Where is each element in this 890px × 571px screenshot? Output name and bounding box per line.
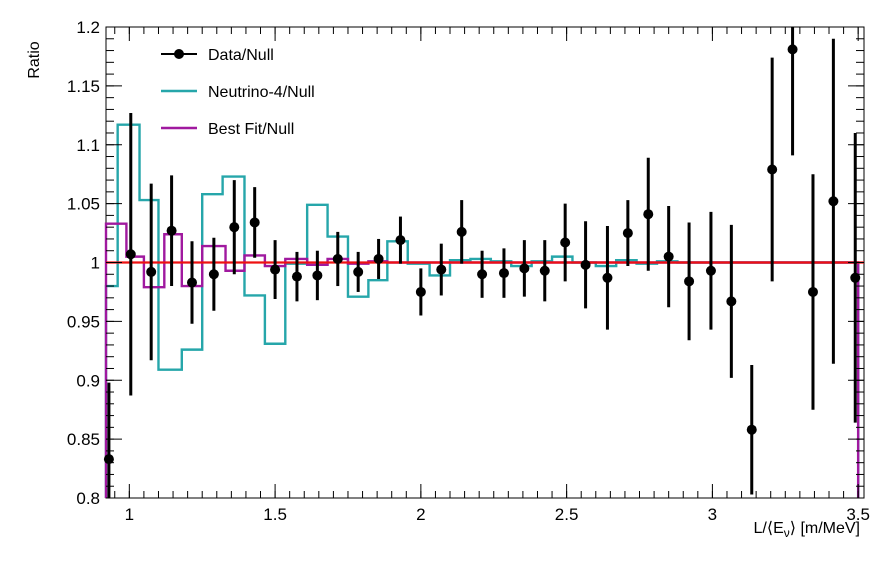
x-axis-label: L/⟨Eν⟩ [m/MeV]	[753, 520, 860, 540]
data-point	[726, 296, 737, 307]
axes-layer: 0.8 0.85 0.9 0.95 1 1.05 1.1 1.15 1.2 1 1.5 2 2.5 3 3.…	[67, 18, 870, 524]
data-point	[415, 286, 426, 297]
data-point	[249, 217, 260, 228]
x-tick-label: 1.5	[263, 505, 287, 524]
data-point	[643, 209, 654, 220]
data-point	[602, 272, 613, 283]
data-point	[850, 272, 861, 283]
y-tick-label: 1.15	[67, 77, 100, 96]
y-tick-label: 0.85	[67, 430, 100, 449]
data-point	[622, 228, 633, 239]
data-point	[208, 269, 219, 280]
data-point	[560, 237, 571, 248]
legend-marker	[174, 49, 184, 59]
data-point	[746, 424, 757, 435]
x-tick-label: 3	[708, 505, 717, 524]
series-layer	[103, 27, 864, 498]
legend-label-data-null: Data/Null	[208, 47, 274, 64]
y-tick-label: 1	[91, 254, 100, 273]
y-tick-label: 0.9	[76, 371, 100, 390]
y-tick-label: 0.8	[76, 489, 100, 508]
data-point	[498, 268, 509, 279]
data-point	[787, 44, 798, 55]
series-line-neutrino-4-null	[104, 123, 860, 498]
y-tick-label: 1.2	[76, 18, 100, 37]
x-tick-label: 2.5	[555, 505, 579, 524]
data-point	[828, 196, 839, 207]
x-tick-label: 2	[416, 505, 425, 524]
legend-label-best-fit-null: Best Fit/Null	[208, 121, 294, 138]
legend: Data/Null Neutrino-4/Null Best Fit/Null	[161, 47, 315, 138]
data-point	[229, 222, 240, 233]
data-point	[332, 253, 343, 264]
x-tick-label: 1	[125, 505, 134, 524]
data-point	[373, 253, 384, 264]
data-point	[166, 225, 177, 236]
y-tick-label: 1.05	[67, 195, 100, 214]
x-tick-label: 3.5	[846, 505, 870, 524]
data-point	[767, 164, 778, 175]
data-point	[456, 226, 467, 237]
data-point	[312, 270, 323, 281]
data-point	[705, 265, 716, 276]
data-point	[146, 266, 157, 277]
data-point	[519, 263, 530, 274]
data-point	[539, 265, 550, 276]
y-axis-label: Ratio	[26, 41, 43, 78]
data-point	[807, 286, 818, 297]
data-point	[395, 235, 406, 246]
data-point	[125, 249, 136, 260]
data-point	[663, 251, 674, 262]
data-point	[291, 271, 302, 282]
data-point	[353, 266, 364, 277]
data-point	[580, 259, 591, 270]
data-point	[103, 454, 114, 465]
legend-label-neutrino-4-null: Neutrino-4/Null	[208, 84, 315, 101]
y-tick-label: 1.1	[76, 136, 100, 155]
y-tick-label: 0.95	[67, 312, 100, 331]
data-point	[270, 264, 281, 275]
data-point	[187, 277, 198, 288]
data-point	[477, 269, 488, 280]
data-point	[436, 264, 447, 275]
data-point	[684, 276, 695, 287]
